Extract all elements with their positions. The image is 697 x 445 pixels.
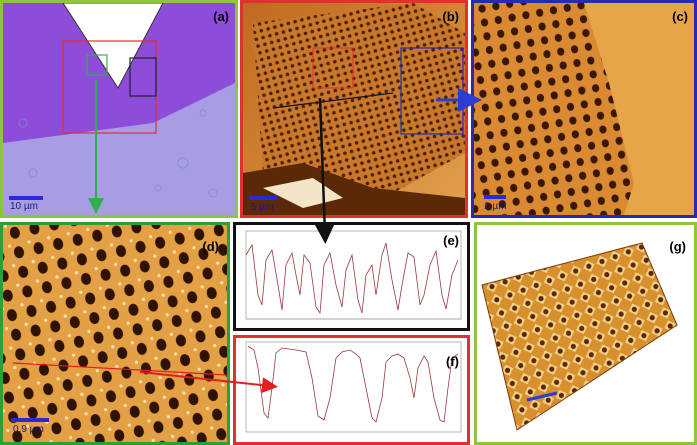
- panel-a-scale-bar: [9, 196, 43, 200]
- panel-f-label: (f): [446, 354, 459, 369]
- afm-3d-render: [481, 242, 678, 431]
- panel-b-afm-overview: (b) 5 µm: [240, 0, 468, 218]
- panel-e-height-profile: (e): [233, 222, 470, 331]
- panel-c-afm-zoom: (c) 1 µm: [471, 0, 697, 218]
- afm-detail-image: [3, 225, 227, 442]
- panel-a-scale-text: 10 µm: [10, 201, 38, 212]
- panel-b-label: (b): [442, 9, 459, 24]
- profile-plot-e: [245, 230, 462, 320]
- panel-b-scale-text: 5 µm: [251, 202, 274, 213]
- panel-d-afm-detail: (d) 0.9 µm: [0, 222, 230, 445]
- profile-plot-f: [245, 341, 462, 433]
- panel-d-label: (d): [202, 239, 219, 254]
- panel-c-label: (c): [672, 9, 688, 24]
- panel-c-scale-bar: [484, 195, 506, 199]
- panel-f-height-profile: (f): [233, 335, 470, 445]
- panel-b-scale-bar: [249, 196, 277, 200]
- panel-g-afm-3d: (g): [474, 222, 697, 445]
- panel-a-optical-image: (a) 10 µm: [0, 0, 238, 218]
- panel-d-scale-text: 0.9 µm: [13, 424, 44, 435]
- panel-g-label: (g): [669, 239, 686, 254]
- afm-zoom-image: [474, 3, 694, 215]
- panel-a-label: (a): [213, 9, 229, 24]
- panel-e-label: (e): [443, 233, 459, 248]
- afm-overview-image: [243, 3, 465, 215]
- panel-d-scale-bar: [11, 418, 49, 422]
- optical-micrograph: [3, 3, 235, 215]
- panel-c-scale-text: 1 µm: [484, 201, 507, 212]
